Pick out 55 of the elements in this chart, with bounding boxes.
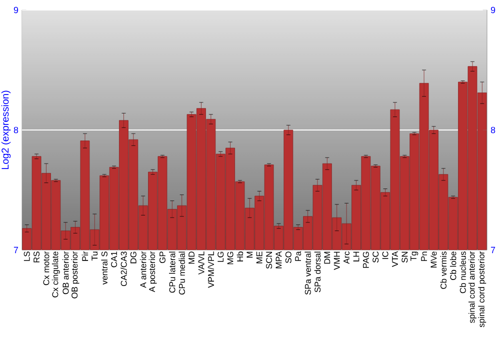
x-tick-label: GP [159, 252, 166, 264]
x-tick-label: MD [188, 252, 194, 264]
x-tick-label: OB posterior [71, 251, 80, 298]
x-tick-label: Cb lobe [450, 252, 456, 280]
x-tick-label: Hb [236, 252, 244, 262]
x-tick-label: MG [227, 252, 234, 264]
x-tick-label: Cx motor [43, 251, 50, 286]
x-tick-label: IC [382, 252, 388, 259]
x-tick-label: VA/VL [198, 251, 204, 275]
x-tick-label: Tu [92, 252, 98, 261]
x-tick-label: DG [130, 252, 136, 264]
x-tick-label: MVe [430, 252, 437, 268]
y-tick-label: 9 [14, 6, 18, 14]
x-tick-label: M [246, 252, 253, 258]
y2-tick-label: 7 [490, 246, 496, 254]
x-tick-label: spinal cord posterior [478, 251, 486, 328]
x-tick-label: Cx cingulate [52, 252, 60, 298]
x-tick-label: VTA [392, 251, 398, 268]
x-tick-label: A anterior [140, 251, 146, 288]
x-tick-label: Cb vermis [440, 252, 447, 289]
x-tick-label: SN [402, 252, 408, 263]
x-tick-label: CPu medial [178, 252, 185, 295]
x-tick-label: Cb nucleus [460, 252, 466, 294]
x-tick-label: RS [34, 252, 40, 262]
y2-tick-label: 8 [490, 126, 496, 134]
y-axis-title: Log2 (expression) [1, 90, 11, 170]
x-tick-label: A posterior [148, 251, 157, 292]
x-tick-label: ME [256, 252, 262, 264]
x-tick-label: PAG [362, 252, 369, 268]
x-tick-label: CPu lateral [169, 252, 176, 293]
x-tick-label: OB anterior [62, 251, 69, 294]
x-tick-label: CA1 [111, 252, 118, 268]
y-tick-label: 8 [14, 126, 18, 134]
x-tick-label: LH [353, 252, 360, 262]
x-tick-label: SC [372, 252, 379, 263]
y2-tick-label: 9 [490, 6, 496, 14]
x-tick-label: Pn [421, 252, 427, 261]
x-tick-label: ventral S [101, 252, 108, 285]
x-tick-label: Pir [82, 251, 88, 261]
x-tick-label: SPa dorsal [314, 252, 321, 292]
x-tick-label: VMH [334, 252, 340, 270]
x-tick-label: spinal cord anterior [468, 251, 476, 323]
x-tick-label: Pa [295, 251, 302, 261]
y-tick-label: 7 [14, 246, 18, 254]
x-tick-label: LS [24, 252, 30, 261]
x-tick-label: LG [218, 252, 224, 262]
x-tick-label: DM [324, 252, 330, 264]
x-tick-label: SPa ventral [304, 252, 311, 295]
x-tick-label: SO [285, 252, 292, 264]
x-tick-label: Arc [344, 251, 350, 264]
x-tick-label: SCN [266, 252, 272, 269]
x-tick-label: MPA [276, 251, 282, 268]
x-tick-label: Tg [410, 252, 418, 261]
x-tick-label: VPM/VPL [208, 251, 214, 288]
x-tick-label: CA2/CA3 [120, 252, 127, 286]
